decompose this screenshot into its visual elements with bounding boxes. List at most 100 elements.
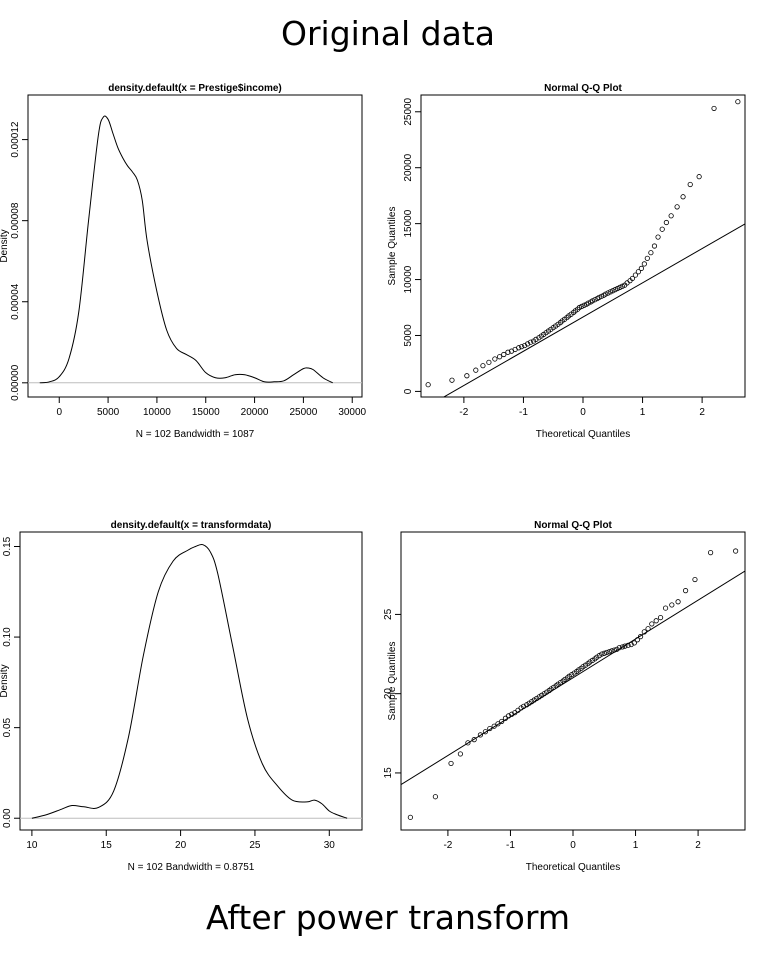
qq-point bbox=[617, 284, 623, 290]
qq-point bbox=[487, 725, 493, 732]
y-tick-label: 20 bbox=[383, 688, 394, 700]
qq-point bbox=[612, 287, 618, 293]
qq-point bbox=[648, 250, 654, 256]
qq-point bbox=[499, 718, 505, 725]
qq-point bbox=[638, 265, 644, 271]
qq-point bbox=[662, 605, 669, 611]
y-tick-label: 0.00008 bbox=[10, 202, 21, 239]
qq-point bbox=[607, 289, 613, 295]
x-tick-label: 10000 bbox=[143, 407, 171, 418]
y-tick-label: 0.10 bbox=[2, 627, 13, 647]
chart-title: Normal Q-Q Plot bbox=[534, 520, 612, 531]
qq-point bbox=[644, 255, 650, 261]
qq-point bbox=[645, 626, 651, 632]
qq-point bbox=[448, 760, 454, 767]
chart-title: density.default(x = Prestige$income) bbox=[108, 83, 281, 94]
qq-point bbox=[635, 269, 641, 275]
qq-point bbox=[653, 618, 659, 624]
x-tick-label: 30 bbox=[324, 840, 336, 851]
y-tick-label: 0.00 bbox=[2, 808, 13, 828]
qq-point bbox=[522, 342, 528, 349]
x-axis-label: N = 102 Bandwidth = 1087 bbox=[136, 429, 255, 440]
qq-point bbox=[601, 650, 607, 656]
x-tick-label: 20 bbox=[175, 840, 187, 851]
qq-point bbox=[733, 548, 739, 554]
qq-point bbox=[668, 213, 674, 219]
qq-point bbox=[674, 204, 680, 210]
qq-point bbox=[606, 649, 612, 655]
qq-point bbox=[622, 643, 628, 649]
qq-point bbox=[619, 644, 626, 650]
qq-point bbox=[632, 272, 639, 278]
qq-point bbox=[614, 285, 621, 292]
qq-point bbox=[501, 351, 507, 358]
x-tick-label: 0 bbox=[570, 840, 576, 851]
qq-point bbox=[432, 794, 439, 800]
qq-point bbox=[465, 740, 471, 746]
density-curve bbox=[39, 115, 333, 384]
qq-point bbox=[631, 640, 637, 646]
qq-point bbox=[628, 641, 634, 648]
qq-point bbox=[505, 713, 512, 719]
qq-point bbox=[687, 181, 693, 188]
x-tick-label: 15 bbox=[101, 840, 113, 851]
qq-point bbox=[619, 283, 625, 289]
x-tick-label: 2 bbox=[695, 840, 701, 851]
y-tick-label: 25000 bbox=[403, 97, 414, 125]
x-tick-label: 15000 bbox=[192, 407, 220, 418]
qq-point bbox=[604, 649, 610, 656]
qq-point bbox=[492, 356, 498, 362]
y-tick-label: 5000 bbox=[403, 324, 414, 347]
y-tick-label: 10000 bbox=[403, 265, 414, 293]
qq-reference-line bbox=[401, 570, 745, 786]
y-tick-label: 0.00000 bbox=[10, 364, 21, 401]
density-plot-original-panel: density.default(x = Prestige$income) 0 500… bbox=[0, 75, 388, 450]
qq-point bbox=[589, 298, 596, 304]
y-axis-label: Sample Quantiles bbox=[387, 207, 398, 286]
qq-reference-line bbox=[442, 223, 745, 397]
qq-point bbox=[592, 297, 598, 303]
qq-point bbox=[477, 732, 484, 738]
y-tick-label: 20000 bbox=[403, 153, 414, 181]
qq-point bbox=[509, 711, 515, 717]
qq-point bbox=[482, 729, 489, 735]
qq-point bbox=[527, 339, 534, 345]
qq-plot-original: Normal Q-Q Plot -2 -1 0 1 2 0 5000 10000 15000 200… bbox=[387, 83, 746, 440]
qq-point bbox=[649, 621, 655, 627]
x-tick-label: 25 bbox=[249, 840, 261, 851]
y-tick-label: 0 bbox=[403, 388, 414, 394]
qq-point bbox=[486, 359, 492, 365]
qq-point bbox=[471, 737, 477, 743]
qq-point bbox=[696, 174, 702, 180]
qq-point bbox=[711, 105, 717, 112]
qq-point bbox=[659, 226, 665, 232]
qq-point bbox=[449, 377, 455, 383]
x-tick-label: 30000 bbox=[338, 407, 366, 418]
qq-point bbox=[669, 602, 675, 608]
x-tick-label: 25000 bbox=[289, 407, 317, 418]
qq-point bbox=[505, 349, 511, 355]
y-tick-label: 0.05 bbox=[2, 717, 13, 737]
top-title: Original data bbox=[281, 14, 495, 53]
qq-plot-original-panel: Normal Q-Q Plot -2 -1 0 1 2 0 5000 10000 15000 200… bbox=[387, 75, 776, 450]
x-tick-label: 2 bbox=[699, 407, 705, 418]
density-curve bbox=[31, 543, 348, 819]
qq-point bbox=[516, 345, 522, 351]
y-axis-label: Density bbox=[0, 664, 10, 697]
y-tick-label: 25 bbox=[383, 608, 394, 620]
x-axis-label: Theoretical Quantiles bbox=[526, 862, 621, 873]
y-axis-label: Density bbox=[0, 229, 10, 262]
qq-point bbox=[655, 234, 661, 240]
bottom-title: After power transform bbox=[206, 898, 570, 937]
x-tick-label: 0 bbox=[56, 407, 62, 418]
y-tick-label: 15 bbox=[383, 767, 394, 779]
plot-frame bbox=[420, 94, 746, 398]
qq-point bbox=[680, 194, 686, 200]
x-tick-label: -1 bbox=[519, 407, 528, 418]
qq-point bbox=[707, 550, 714, 556]
qq-point bbox=[581, 302, 587, 308]
qq-point bbox=[407, 814, 413, 820]
y-tick-label: 0.00004 bbox=[10, 283, 21, 320]
qq-point bbox=[491, 723, 497, 729]
qq-point bbox=[616, 645, 622, 651]
